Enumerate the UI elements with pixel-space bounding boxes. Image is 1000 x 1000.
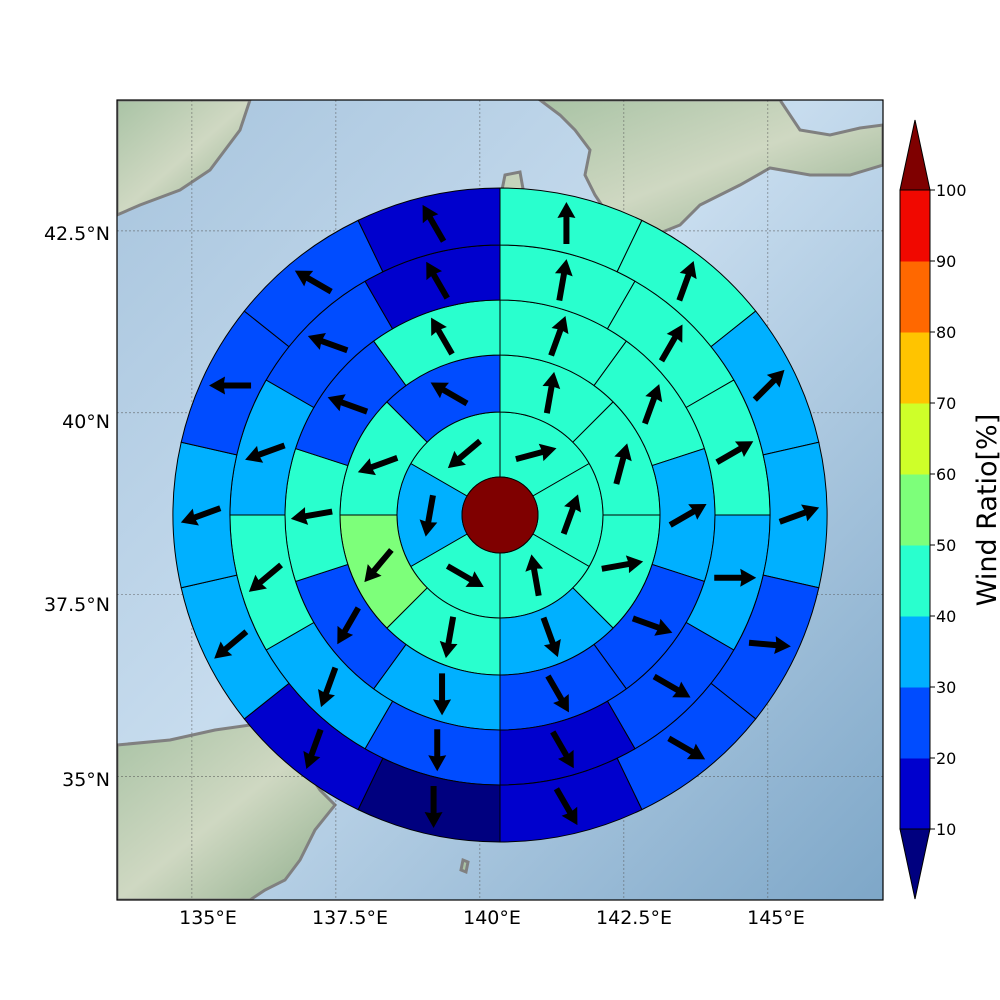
colorbar-segment <box>900 687 930 759</box>
lat-tick-label: 42.5°N <box>44 223 110 245</box>
colorbar-tick-label: 90 <box>936 252 956 271</box>
wind-arrow <box>447 438 482 469</box>
wind-arrow <box>214 629 249 659</box>
wind-arrow <box>357 455 399 476</box>
wind-arrow <box>318 666 339 708</box>
colorbar-tick-label: 30 <box>936 678 956 697</box>
wind-arrow <box>752 369 785 402</box>
wind-arrow <box>248 562 284 592</box>
wind-arrow <box>307 333 349 354</box>
wind-arrow <box>560 494 582 535</box>
wind-arrow <box>431 317 455 356</box>
colorbar-tick-label: 80 <box>936 323 956 342</box>
colorbar-tick-label: 70 <box>936 394 956 413</box>
wind-arrow <box>554 259 573 301</box>
wind-arrow <box>290 507 333 525</box>
wind-arrow <box>445 563 484 588</box>
wind-arrow <box>245 442 286 463</box>
wind-arrow <box>550 730 574 769</box>
wind-arrow <box>337 606 361 645</box>
map-frame <box>116 99 884 901</box>
lon-tick-label: 135°E <box>179 907 237 929</box>
wind-arrow <box>426 261 450 300</box>
wind-arrow <box>428 729 447 772</box>
wind-arrow <box>209 376 252 395</box>
colorbar-segment <box>900 261 930 333</box>
wind-arrow <box>613 443 632 485</box>
wind-arrow <box>327 394 369 415</box>
colorbar-tick-label: 40 <box>936 607 956 626</box>
wind-arrow <box>433 673 452 716</box>
colorbar-tick-label: 20 <box>936 749 956 768</box>
wind-arrow <box>542 371 561 414</box>
wind-arrow <box>422 204 447 243</box>
hokkaido-land <box>537 100 883 237</box>
lon-tick-label: 140°E <box>463 907 521 929</box>
wind-arrow <box>714 568 757 587</box>
lon-tick-label: 142.5°E <box>596 907 672 929</box>
wind-arrow <box>748 636 791 655</box>
colorbar: 10 20 30 40 50 60 70 80 90 100 <box>899 119 967 900</box>
wind-arrow <box>364 548 394 583</box>
wind-arrow <box>667 735 706 760</box>
wind-arrow <box>553 787 578 826</box>
wind-arrow <box>545 674 569 713</box>
wind-arrow <box>548 316 569 357</box>
wind-arrow <box>778 504 820 525</box>
wind-arrow <box>515 443 557 463</box>
wind-arrow <box>601 555 644 574</box>
colorbar-segment <box>900 332 930 404</box>
colorbar-tick-label: 60 <box>936 465 956 484</box>
wind-arrow <box>631 615 673 636</box>
colorbar-tick-label: 100 <box>936 181 967 200</box>
wind-arrow <box>658 324 683 363</box>
lat-tick-label: 35°N <box>62 769 110 791</box>
wind-arrow <box>424 786 443 829</box>
colorbar-over-extension <box>899 119 931 191</box>
wind-arrow <box>668 504 707 528</box>
wind-arrow <box>715 441 754 465</box>
sw-japan-land <box>117 723 338 900</box>
lat-axis: 42.5°N 40°N 37.5°N 35°N <box>44 223 110 791</box>
wind-arrow <box>540 616 561 658</box>
wind-arrow <box>439 616 458 659</box>
colorbar-frame <box>899 189 931 830</box>
wind-arrow <box>419 494 438 537</box>
wind-arrow <box>652 673 691 698</box>
mainland-nw-land <box>117 100 252 217</box>
wind-sector-cell <box>357 187 501 273</box>
wind-arrows <box>180 201 820 829</box>
wind-arrow <box>294 270 333 295</box>
colorbar-tick-label: 50 <box>936 536 956 555</box>
lon-axis: 135°E 137.5°E 140°E 142.5°E 145°E <box>179 907 805 929</box>
colorbar-segment <box>900 474 930 546</box>
wind-arrow <box>525 554 544 597</box>
colorbar-under-extension <box>899 828 931 900</box>
wind-arrow <box>430 382 469 407</box>
colorbar-segment <box>900 545 930 617</box>
lon-tick-label: 145°E <box>747 907 805 929</box>
colorbar-segment <box>900 758 930 830</box>
colorbar-segment <box>900 190 930 262</box>
colorbar-tick-label: 10 <box>936 820 956 839</box>
map-panel <box>116 99 884 901</box>
wind-arrow <box>642 384 663 425</box>
wind-arrow <box>557 201 576 244</box>
wind-arrow <box>180 505 222 526</box>
colorbar-segment <box>900 616 930 688</box>
wind-arrow <box>676 260 697 302</box>
colorbar-segment <box>900 403 930 475</box>
wind-arrow <box>303 728 324 770</box>
lon-tick-label: 137.5°E <box>312 907 388 929</box>
colorbar-label: Wind Ratio[%] <box>972 414 1000 606</box>
lat-tick-label: 37.5°N <box>44 594 110 616</box>
lat-tick-label: 40°N <box>62 411 110 433</box>
center-disc <box>461 476 539 554</box>
